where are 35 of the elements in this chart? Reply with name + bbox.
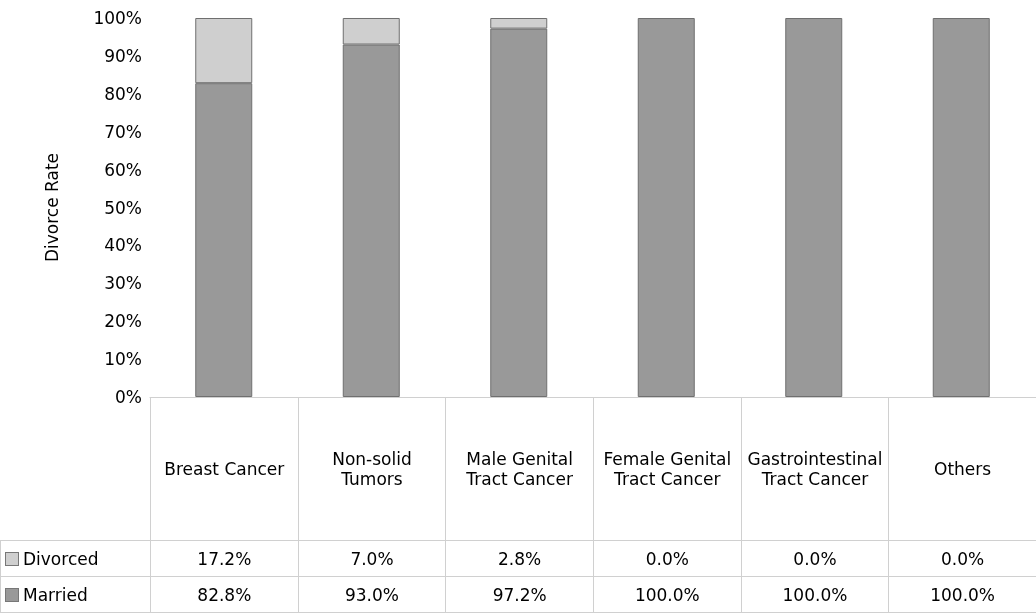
data-label: 100.0%: [741, 576, 889, 613]
data-label: 0.0%: [593, 540, 742, 577]
data-label: 7.0%: [298, 540, 446, 577]
data-label: 0.0%: [888, 540, 1036, 577]
y-tick-label: 10%: [104, 349, 142, 370]
x-tick-label: Gastrointestinal Tract Cancer: [741, 397, 889, 541]
x-tick-label: Female Genital Tract Cancer: [593, 397, 742, 541]
y-tick-label: 40%: [104, 235, 142, 256]
data-label: 97.2%: [445, 576, 594, 613]
bar: [785, 18, 843, 397]
x-tick-label: Breast Cancer: [150, 397, 299, 541]
data-label: 0.0%: [741, 540, 889, 577]
y-tick-label: 80%: [104, 83, 142, 104]
bar: [932, 18, 990, 397]
y-axis-title: Divorce Rate: [41, 152, 62, 263]
legend-label: Married: [0, 576, 151, 613]
x-tick-label: Male Genital Tract Cancer: [445, 397, 594, 541]
data-label: 100.0%: [888, 576, 1036, 613]
y-tick-label: 90%: [104, 45, 142, 66]
data-label: 100.0%: [593, 576, 742, 613]
y-tick-label: 60%: [104, 159, 142, 180]
data-label: 82.8%: [150, 576, 299, 613]
x-tick-label: Non-solid Tumors: [298, 397, 446, 541]
bar: [637, 18, 695, 397]
x-tick-label: Others: [888, 397, 1036, 541]
y-tick-label: 70%: [104, 121, 142, 142]
y-tick-label: 30%: [104, 273, 142, 294]
y-tick-label: 20%: [104, 311, 142, 332]
legend-label: Divorced: [0, 540, 151, 577]
y-tick-label: 100%: [93, 8, 142, 28]
y-tick-label: 50%: [104, 197, 142, 218]
data-label: 17.2%: [150, 540, 299, 577]
data-label: 2.8%: [445, 540, 594, 577]
data-label: 93.0%: [298, 576, 446, 613]
y-tick-label: 0%: [115, 387, 142, 407]
